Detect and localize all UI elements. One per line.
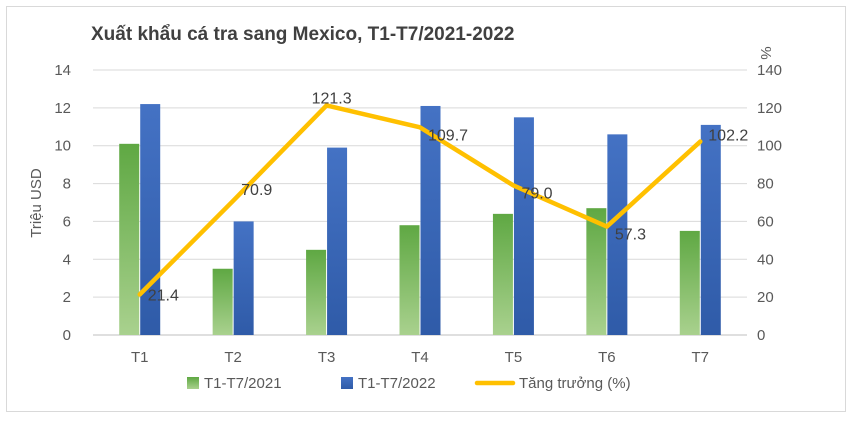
- x-tick-label: T5: [505, 349, 523, 366]
- bar-2022: [607, 134, 628, 335]
- x-axis-ticks: T1 T2 T3 T4 T5 T6 T7: [131, 349, 709, 366]
- y2-tick-label: 60: [757, 213, 774, 230]
- growth-line: [137, 103, 703, 297]
- y2-tick-label: 40: [757, 251, 774, 268]
- y-tick-label: 12: [54, 100, 71, 117]
- bar-2022: [420, 105, 441, 335]
- chart: Xuất khẩu cá tra sang Mexico, T1-T7/2021…: [28, 24, 782, 392]
- bar-2021: [492, 213, 513, 335]
- chart-title: Xuất khẩu cá tra sang Mexico, T1-T7/2021…: [91, 24, 514, 45]
- y-tick-label: 14: [54, 62, 71, 79]
- growth-data-labels: 21.4 70.9 121.3 109.7 79.0 57.3 102.2: [148, 90, 749, 304]
- bar-2022: [513, 117, 534, 335]
- y-axis-ticks: 0 2 4 6 8 10 12 14: [54, 62, 71, 344]
- y2-axis-ticks: 0 20 40 60 80 100 120 140: [757, 62, 782, 344]
- growth-data-label: 109.7: [428, 127, 468, 144]
- y-axis-label: Triệu USD: [28, 168, 45, 238]
- y2-tick-label: 0: [757, 327, 765, 344]
- x-tick-label: T3: [318, 349, 336, 366]
- y2-tick-label: 120: [757, 100, 782, 117]
- x-tick-label: T2: [224, 349, 242, 366]
- y2-tick-label: 20: [757, 289, 774, 306]
- x-tick-label: T6: [598, 349, 616, 366]
- growth-data-label: 79.0: [521, 185, 552, 202]
- legend-label: T1-T7/2022: [358, 375, 436, 392]
- y-tick-label: 6: [63, 213, 71, 230]
- x-tick-label: T1: [131, 349, 149, 366]
- y-tick-label: 0: [63, 327, 71, 344]
- growth-data-label: 121.3: [312, 90, 352, 107]
- bar-2021: [679, 230, 700, 335]
- chart-frame: Xuất khẩu cá tra sang Mexico, T1-T7/2021…: [6, 6, 846, 412]
- bar-2021: [212, 268, 233, 335]
- y2-tick-label: 140: [757, 62, 782, 79]
- bars: [119, 104, 721, 336]
- legend-label: Tăng trưởng (%): [519, 375, 631, 392]
- growth-data-label: 21.4: [148, 287, 179, 304]
- gridlines: [93, 69, 747, 336]
- bar-2022: [327, 147, 348, 335]
- y-tick-label: 8: [63, 176, 71, 193]
- y-tick-label: 4: [63, 251, 71, 268]
- bar-2021: [306, 249, 327, 335]
- y2-tick-label: 80: [757, 176, 774, 193]
- x-tick-label: T4: [411, 349, 429, 366]
- growth-line-path: [137, 103, 703, 297]
- y-tick-label: 2: [63, 289, 71, 306]
- growth-data-label: 102.2: [708, 128, 748, 145]
- x-tick-label: T7: [692, 349, 710, 366]
- legend-label: T1-T7/2021: [204, 375, 282, 392]
- bar-2021: [586, 208, 607, 335]
- legend-swatch: [187, 377, 199, 389]
- legend-swatch: [341, 377, 353, 389]
- bar-2022: [700, 124, 721, 336]
- bar-2022: [233, 221, 254, 335]
- y2-axis-label: %: [757, 46, 774, 59]
- y-tick-label: 10: [54, 138, 71, 155]
- y2-tick-label: 100: [757, 138, 782, 155]
- legend: T1-T7/2021 T1-T7/2022 Tăng trưởng (%): [187, 375, 631, 392]
- bar-2021: [399, 225, 420, 335]
- bar-2021: [119, 143, 140, 335]
- growth-data-label: 70.9: [241, 182, 272, 199]
- growth-data-label: 57.3: [615, 227, 646, 244]
